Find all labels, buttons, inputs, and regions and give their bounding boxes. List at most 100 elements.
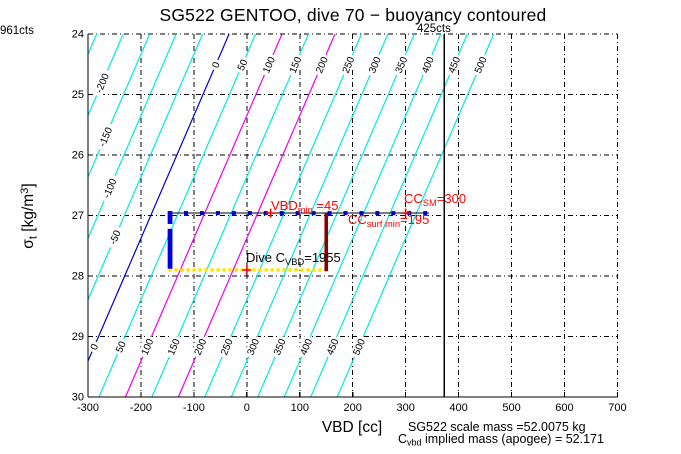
contour-label-group: -150 bbox=[94, 122, 116, 152]
contour-label-backing bbox=[94, 122, 116, 152]
vbd-min-text: VBD bbox=[271, 198, 298, 213]
dive-cvbd-value: =1955 bbox=[304, 250, 341, 265]
vbd-ref-counts-label: 425cts bbox=[417, 23, 451, 35]
contour-line--100 bbox=[88, 34, 177, 240]
contour-label-backing bbox=[365, 52, 384, 78]
dive-track-marker bbox=[343, 211, 348, 216]
scale-mass-annotation: SG522 scale mass =52.0075 kg bbox=[408, 420, 586, 434]
dive-track-marker bbox=[184, 211, 189, 216]
vbd-min-annotation: VBDmin =45 bbox=[271, 198, 338, 215]
contour-label-backing bbox=[217, 334, 236, 359]
contour-label-backing bbox=[164, 334, 183, 359]
surface-line-dot bbox=[222, 268, 226, 272]
contour-line-350 bbox=[257, 34, 415, 397]
dive-cvbd-text: Dive C bbox=[246, 250, 286, 265]
y-tick-label: 28 bbox=[72, 271, 84, 283]
contour-line-50 bbox=[98, 34, 257, 397]
contour-label-group: 200 bbox=[312, 52, 331, 78]
contour-label-backing bbox=[87, 339, 102, 354]
vbd-min-value: =45 bbox=[312, 198, 339, 213]
surface-line-dot bbox=[294, 268, 298, 272]
contour-label-backing bbox=[190, 334, 210, 359]
x-tick-label: 600 bbox=[555, 402, 573, 414]
surface-line-dot bbox=[300, 268, 304, 272]
dive-track-marker bbox=[311, 211, 316, 216]
y-tick-label: 26 bbox=[72, 150, 84, 162]
implied-mass-text: C bbox=[398, 432, 408, 446]
surface-line-dot bbox=[174, 268, 178, 272]
contour-label-backing bbox=[338, 52, 358, 78]
surface-line-dot bbox=[180, 268, 184, 272]
contour-label-backing bbox=[91, 68, 113, 98]
dive-cvbd-bar bbox=[324, 213, 329, 272]
x-tick-label: 100 bbox=[291, 402, 309, 414]
contour-label-backing bbox=[391, 52, 411, 78]
surface-line-dot bbox=[198, 268, 202, 272]
dive-track-marker bbox=[247, 211, 252, 216]
surface-line-dot bbox=[216, 268, 220, 272]
contour-label-backing bbox=[112, 337, 129, 357]
surface-line-dot bbox=[252, 268, 256, 272]
contour-label-backing bbox=[471, 52, 490, 78]
dive-track-marker bbox=[199, 211, 204, 216]
contour-label-backing bbox=[234, 55, 251, 75]
contour-line-100 bbox=[124, 34, 283, 397]
contour-line-200 bbox=[177, 34, 336, 397]
cc-sm-annotation: CCSM=300 bbox=[404, 191, 466, 208]
y-tick-label: 25 bbox=[72, 89, 84, 101]
cc-sm-text: CC bbox=[404, 191, 423, 206]
dive-track-marker bbox=[215, 211, 220, 216]
contour-line-300 bbox=[230, 34, 389, 397]
contour-label-group: -200 bbox=[91, 68, 113, 98]
contour-line--50 bbox=[88, 34, 204, 302]
x-tick-label: 500 bbox=[502, 402, 520, 414]
dive-track-marker bbox=[295, 211, 300, 216]
sigma-subscript: t bbox=[27, 236, 40, 240]
contour-label-backing bbox=[349, 334, 369, 359]
contour-label-backing bbox=[99, 173, 121, 204]
x-tick-label: 400 bbox=[449, 402, 467, 414]
cc-surf-min-value: =195 bbox=[400, 212, 430, 227]
contour-label-group: 150 bbox=[285, 52, 305, 78]
dive-track-marker bbox=[375, 211, 380, 216]
contour-label-group: 450 bbox=[323, 334, 342, 359]
dive-track-marker bbox=[231, 211, 236, 216]
y-tick-label: 29 bbox=[72, 331, 84, 343]
contour-label-backing bbox=[270, 334, 289, 359]
contour-label-group: 350 bbox=[391, 52, 411, 78]
contour-label-backing bbox=[323, 334, 342, 359]
surface-line-dot bbox=[288, 268, 292, 272]
contour-label-group: -50 bbox=[105, 225, 125, 250]
contour-label-backing bbox=[296, 334, 316, 359]
contour-line-150 bbox=[151, 34, 310, 397]
surface-line-dot bbox=[186, 268, 190, 272]
dive-track-marker bbox=[263, 211, 268, 216]
contour-label-group: 0 bbox=[87, 339, 102, 354]
cc-surf-min-text: CC bbox=[348, 212, 367, 227]
contour-line-250 bbox=[204, 34, 362, 397]
contour-label-group: 250 bbox=[338, 52, 358, 78]
contour-label: -50 bbox=[108, 228, 124, 246]
contour-label-backing bbox=[243, 334, 263, 359]
vbd-left-counts-label: 961cts bbox=[0, 25, 34, 37]
contour-label-group: 250 bbox=[217, 334, 236, 359]
y-axis-unit-exponent: 3 bbox=[19, 187, 31, 194]
dive-track-marker bbox=[327, 211, 332, 216]
contour-label: 50 bbox=[236, 58, 251, 73]
axes bbox=[87, 33, 619, 398]
y-tick-label: 27 bbox=[72, 210, 84, 222]
surface-line-dot bbox=[234, 268, 238, 272]
contour-label-group: 450 bbox=[444, 52, 463, 78]
buoyancy-contours bbox=[88, 34, 495, 397]
vbd-min-subscript: min bbox=[297, 204, 313, 215]
dive-track-marker bbox=[279, 211, 284, 216]
contour-label-group: 150 bbox=[164, 334, 183, 359]
contour-label-group: -100 bbox=[99, 173, 121, 204]
contour-label-group: 50 bbox=[112, 337, 129, 357]
y-axis-unit-close: ] bbox=[20, 183, 38, 188]
surface-line-dot bbox=[258, 268, 262, 272]
tick-labels: -300 -200 -100 0 100 200 300 400 500 600 700242526… bbox=[72, 29, 627, 415]
